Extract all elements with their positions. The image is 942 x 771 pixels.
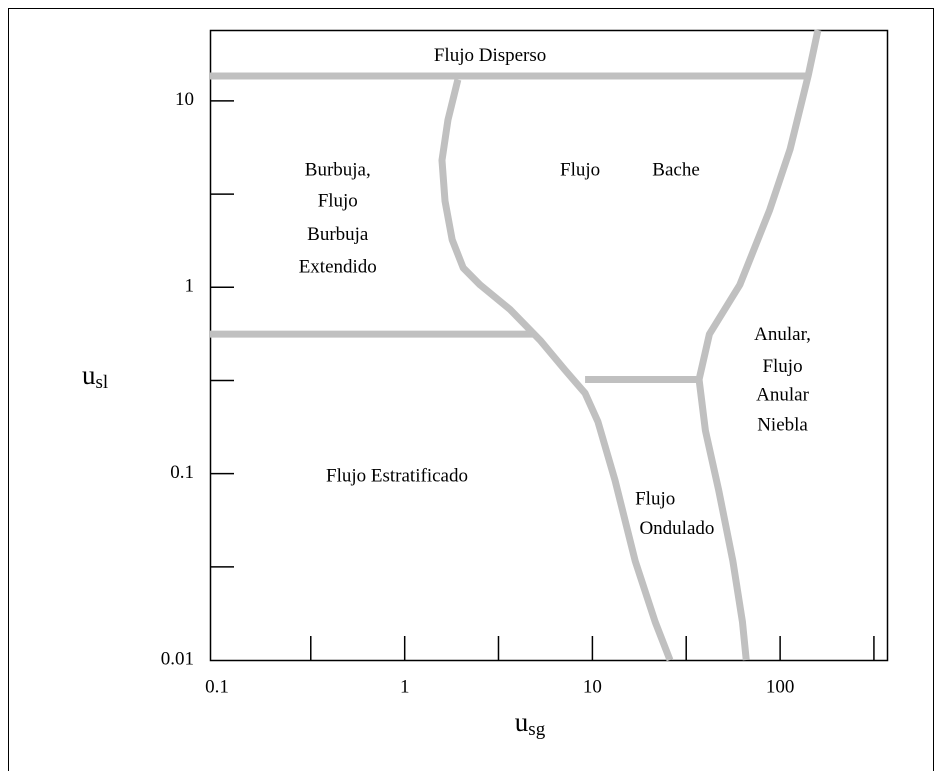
boundary-line: [438, 78, 674, 662]
region-label: Niebla: [757, 414, 808, 435]
frame: [8, 8, 934, 771]
region-label: Ondulado: [639, 518, 714, 539]
region-label: Anular: [756, 385, 809, 406]
y-axis-label-main: u: [82, 360, 96, 390]
region-label: Flujo Estratificado: [326, 465, 468, 486]
plot-area: [209, 29, 889, 662]
x-tick-label: 10: [583, 676, 602, 697]
x-tick-label: 100: [766, 676, 795, 697]
y-axis-label: usl: [82, 360, 108, 393]
region-label: Bache: [652, 159, 699, 180]
x-axis-label-sub: sg: [528, 719, 545, 740]
region-label: Flujo: [318, 190, 358, 211]
region-label: Extendido: [299, 256, 377, 277]
x-axis-label: usg: [515, 707, 546, 740]
y-tick-label: 0.01: [161, 648, 194, 669]
y-tick-label: 10: [175, 89, 194, 110]
region-label: Anular,: [754, 324, 811, 345]
region-label: Flujo Disperso: [434, 45, 546, 66]
region-label: Flujo: [762, 356, 802, 377]
region-label: Burbuja: [307, 224, 369, 245]
y-tick-label: 0.1: [170, 462, 194, 483]
region-label: Burbuja,: [305, 159, 371, 180]
x-tick-label: 0.1: [205, 676, 229, 697]
region-label: Flujo: [635, 489, 675, 510]
region-label: Flujo: [560, 159, 600, 180]
y-tick-label: 1: [185, 276, 195, 297]
y-axis-label-sub: sl: [96, 372, 109, 393]
x-axis-label-main: u: [515, 707, 529, 737]
boundary-line: [695, 29, 822, 661]
x-tick-label: 1: [400, 676, 410, 697]
